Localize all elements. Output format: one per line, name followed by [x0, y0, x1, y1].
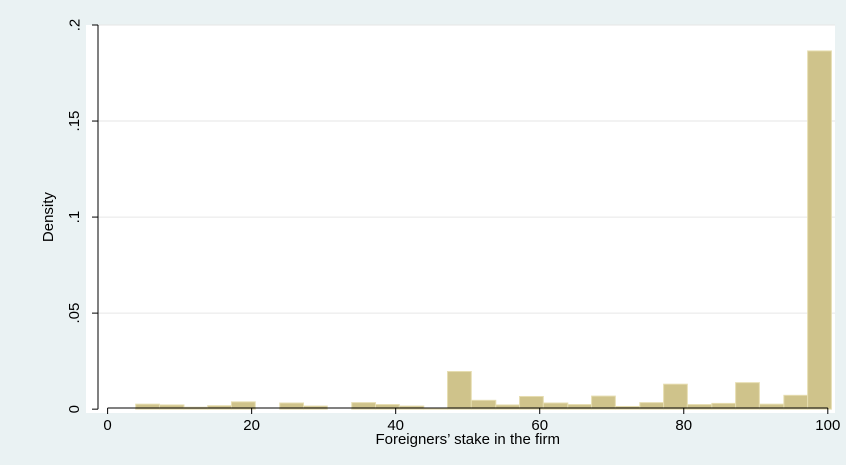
x-axis-title: Foreigners’ stake in the firm	[375, 431, 560, 448]
histogram-bar	[519, 395, 544, 410]
y-tick-label: .2	[66, 19, 83, 32]
histogram-bar	[807, 50, 832, 410]
histogram-bar	[423, 407, 449, 410]
histogram-bar	[207, 405, 232, 410]
histogram-bar	[663, 383, 688, 410]
x-tick-label: 20	[243, 417, 260, 434]
x-tick-label: 60	[531, 417, 548, 434]
histogram-bar	[447, 371, 472, 410]
x-tick-label: 100	[815, 417, 840, 434]
y-tick-label: .1	[66, 211, 83, 224]
histogram-bar	[783, 394, 809, 410]
histogram-bar	[230, 401, 256, 410]
histogram-bar	[735, 382, 760, 410]
histogram-bar	[591, 395, 616, 410]
histogram-bar	[158, 404, 185, 410]
histogram-bar	[495, 404, 521, 410]
axis-ticks: 0 .05 .1 .15 .2 0 20 40 60 80 100	[66, 19, 840, 434]
x-tick-label: 40	[387, 417, 404, 434]
y-tick-label: .05	[66, 303, 83, 324]
x-tick-label: 80	[675, 417, 692, 434]
x-tick-label: 0	[103, 417, 111, 434]
gridlines	[98, 24, 835, 314]
y-tick-label: 0	[66, 405, 83, 413]
y-axis-title: Density	[40, 192, 57, 243]
y-tick-label: .15	[66, 111, 83, 132]
plot-area	[86, 25, 835, 413]
